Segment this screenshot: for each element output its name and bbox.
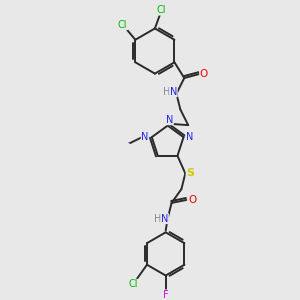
Text: S: S xyxy=(186,169,194,178)
Text: N: N xyxy=(166,115,173,125)
Text: N: N xyxy=(186,132,193,142)
Text: H: H xyxy=(154,214,161,224)
Text: N: N xyxy=(161,214,168,224)
Text: Cl: Cl xyxy=(128,279,138,290)
Text: N: N xyxy=(170,87,177,97)
Text: N: N xyxy=(141,132,148,142)
Text: Cl: Cl xyxy=(118,20,128,30)
Text: H: H xyxy=(163,87,170,97)
Text: Cl: Cl xyxy=(157,5,166,15)
Text: F: F xyxy=(163,290,169,300)
Text: O: O xyxy=(200,69,208,79)
Text: O: O xyxy=(188,195,196,205)
Text: methyl: methyl xyxy=(128,142,133,143)
